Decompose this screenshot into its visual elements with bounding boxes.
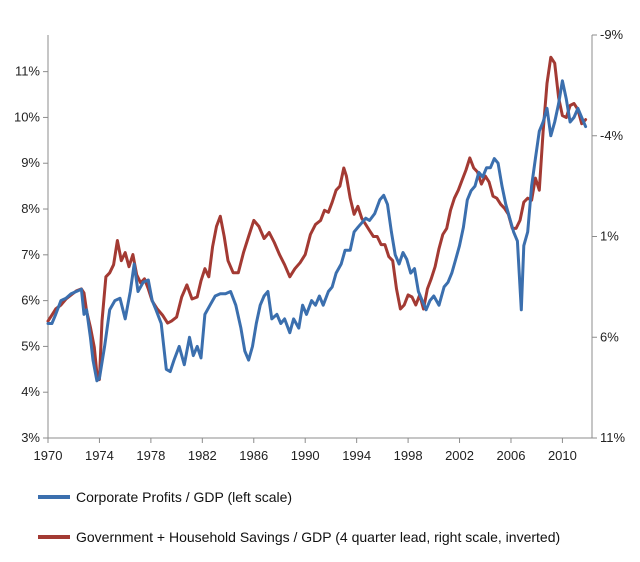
x-tick-label: 2010 — [548, 448, 577, 463]
y-right-tick-label: -9% — [600, 27, 624, 42]
y-right-tick-label: 11% — [600, 430, 625, 445]
x-tick-label: 1982 — [188, 448, 217, 463]
x-tick-label: 1986 — [239, 448, 268, 463]
legend-label-savings: Government + Household Savings / GDP (4 … — [76, 529, 560, 545]
x-tick-label: 1990 — [291, 448, 320, 463]
y-right-tick-label: 1% — [600, 229, 619, 244]
y-left-tick-label: 11% — [15, 64, 40, 79]
x-tick-label: 1970 — [34, 448, 63, 463]
series-line-corporate-profits — [46, 79, 588, 383]
y-left-tick-label: 10% — [14, 109, 40, 124]
axes — [43, 34, 597, 443]
series-line-savings — [46, 55, 588, 382]
legend: Corporate Profits / GDP (left scale) Gov… — [38, 489, 560, 545]
y-left-tick-label: 5% — [21, 338, 40, 353]
y-left-tick-label: 7% — [21, 247, 40, 262]
y-left-tick-label: 6% — [21, 293, 40, 308]
x-tick-label: 1974 — [85, 448, 114, 463]
y-left-tick-label: 9% — [21, 155, 40, 170]
x-tick-label: 1978 — [136, 448, 165, 463]
x-tick-label: 1994 — [342, 448, 371, 463]
y-right-tick-label: -4% — [600, 128, 624, 143]
legend-label-corporate-profits: Corporate Profits / GDP (left scale) — [76, 489, 292, 505]
plot-area — [46, 55, 588, 383]
y-left-tick-label: 3% — [21, 430, 40, 445]
x-tick-label: 1998 — [394, 448, 423, 463]
y-left-tick-label: 8% — [21, 201, 40, 216]
y-left-tick-label: 4% — [21, 384, 40, 399]
x-tick-label: 2006 — [497, 448, 526, 463]
tick-labels: 3% 4% 5% 6% 7% 8% 9% 10% 11% -9% -4% 1% 6% 11% 1970 197… — [14, 27, 626, 463]
y-right-tick-label: 6% — [600, 329, 619, 344]
x-tick-label: 2002 — [445, 448, 474, 463]
